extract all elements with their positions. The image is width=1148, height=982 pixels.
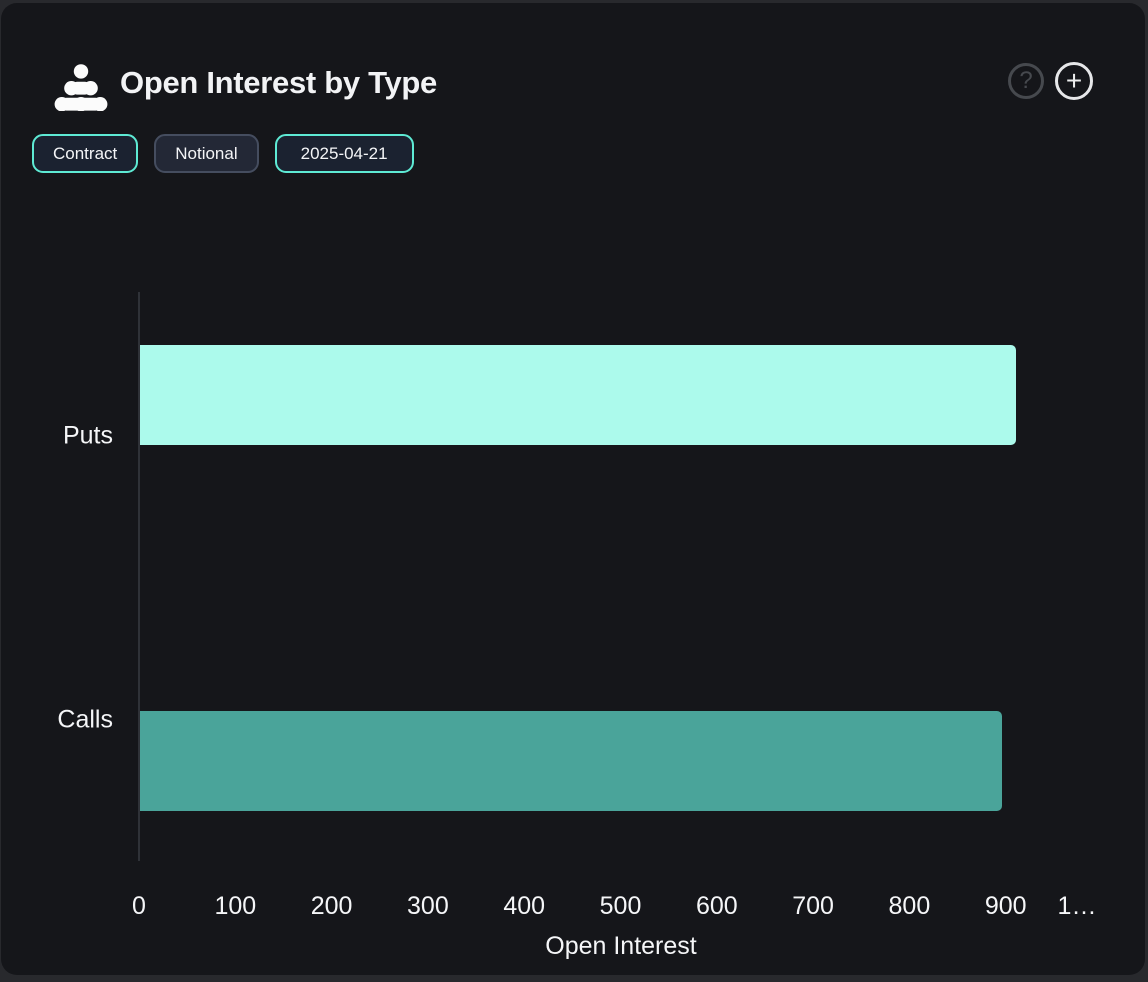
x-tick-label: 0 — [132, 892, 146, 920]
help-button[interactable]: ? — [1008, 63, 1044, 99]
x-tick-label: 400 — [503, 892, 546, 920]
y-tick-label-calls: Calls — [57, 705, 113, 734]
calls-bar[interactable] — [140, 711, 1002, 811]
page-title: Open Interest by Type — [120, 65, 437, 100]
plus-icon: + — [1065, 65, 1083, 96]
x-tick-label: 700 — [792, 892, 834, 920]
puts-bar[interactable] — [140, 345, 1016, 445]
cluster-icon — [54, 64, 108, 111]
notional-toggle-button[interactable]: Notional — [154, 134, 259, 173]
x-tick-label: 500 — [599, 892, 642, 920]
y-axis-line — [138, 292, 140, 861]
add-button[interactable]: + — [1055, 62, 1093, 100]
x-tick-label: 100 — [214, 892, 257, 920]
chart-panel: Open Interest by Type ? + Contract Notio… — [1, 3, 1145, 975]
x-tick-label: 800 — [888, 892, 931, 920]
x-tick-label: 900 — [984, 892, 1027, 920]
contract-toggle-button[interactable]: Contract — [32, 134, 139, 173]
y-tick-label-puts: Puts — [62, 421, 113, 450]
x-tick-label: 200 — [310, 892, 353, 920]
toolbar: Contract Notional 2025-04-21 — [32, 134, 414, 173]
bar-chart: Puts Calls 0 100 200 300 400 500 600 700 800 900 1… — [1, 3, 1145, 975]
x-tick-label: 1… — [1057, 892, 1097, 920]
x-tick-label: 300 — [407, 892, 449, 920]
question-mark-icon: ? — [1019, 67, 1033, 94]
x-tick-label: 600 — [695, 892, 738, 920]
expiry-date-button[interactable]: 2025-04-21 — [274, 134, 414, 173]
x-axis-title: Open Interest — [545, 932, 697, 960]
